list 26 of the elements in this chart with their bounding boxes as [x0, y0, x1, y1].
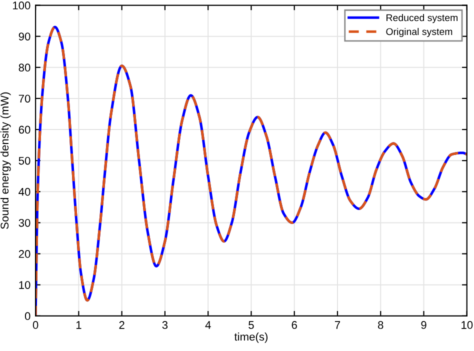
x-tick-label: 1 [76, 321, 82, 329]
x-tick-label: 6 [292, 321, 297, 329]
x-tick-label: 7 [334, 321, 340, 329]
x-tick-label: 4 [205, 321, 211, 329]
y-tick-label: 70 [18, 94, 30, 103]
x-tick-label: 2 [119, 321, 124, 329]
y-tick-label: 60 [18, 126, 30, 134]
legend-label: Reduced system [386, 14, 458, 24]
x-tick-label: 5 [248, 321, 254, 329]
y-axis-title: Sound energy density (mW) [0, 92, 11, 229]
y-tick-label: 80 [18, 64, 30, 72]
x-tick-label: 0 [32, 321, 38, 329]
y-tick-label: 30 [18, 218, 30, 227]
y-tick-label: 0 [24, 312, 30, 320]
y-tick-label: 100 [13, 2, 30, 10]
y-tick-label: 20 [18, 250, 30, 258]
y-tick-label: 50 [18, 156, 30, 165]
y-tick-label: 40 [18, 188, 30, 196]
x-axis-title: time(s) [234, 332, 268, 343]
x-tick-label: 9 [421, 321, 426, 329]
y-tick-label: 90 [18, 32, 30, 40]
x-tick-label: 3 [162, 321, 168, 329]
x-tick-label: 8 [378, 321, 384, 329]
legend-label: Original system [386, 28, 452, 37]
x-tick-label: 10 [462, 321, 473, 329]
y-tick-label: 10 [19, 281, 30, 289]
